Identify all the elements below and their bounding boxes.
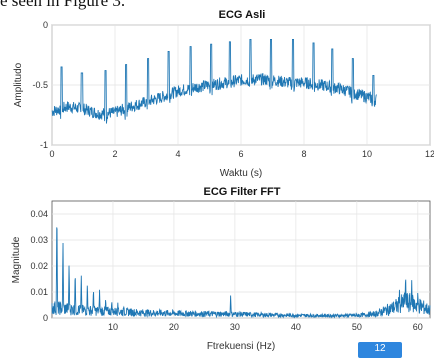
x-tick-label: 6 bbox=[238, 149, 243, 159]
x-tick-label: 10 bbox=[108, 322, 118, 332]
x-tick-label: 60 bbox=[413, 322, 423, 332]
y-tick-label: 0.02 bbox=[30, 261, 48, 271]
y-tick-label: 0 bbox=[43, 20, 48, 30]
chart-title: ECG Filter FFT bbox=[204, 186, 281, 198]
x-tick-label: 2 bbox=[112, 149, 117, 159]
plot-frame bbox=[51, 200, 431, 319]
y-tick-label: -1 bbox=[40, 140, 48, 150]
page-number-badge: 12 bbox=[358, 342, 402, 358]
ecg-signal-line bbox=[51, 38, 377, 124]
grid bbox=[52, 201, 430, 319]
y-tick-label: 0.01 bbox=[30, 287, 48, 297]
x-axis-label: Ftrekuensi (Hz) bbox=[207, 341, 275, 352]
y-ticks: -1 -0.5 0 bbox=[32, 20, 48, 150]
x-tick-label: 20 bbox=[169, 322, 179, 332]
x-tick-label: 0 bbox=[49, 149, 54, 159]
fft-magnitude-line bbox=[51, 227, 431, 319]
x-tick-label: 4 bbox=[175, 149, 180, 159]
x-tick-label: 50 bbox=[352, 322, 362, 332]
chart-ecg-asli: ECG Asli 0 2 4 6 8 10 12 -1 -0.5 0 Waktu (s) Amp… bbox=[13, 9, 434, 179]
x-ticks: 0 2 4 6 8 10 12 bbox=[49, 149, 434, 159]
y-tick-label: 0.03 bbox=[30, 235, 48, 245]
y-ticks: 0 0.01 0.02 0.03 0.04 bbox=[30, 209, 48, 323]
y-axis-label: Amplitudo bbox=[13, 62, 24, 107]
y-axis-label: Magnitude bbox=[11, 236, 22, 283]
chart-ecg-filter-fft: ECG Filter FFT 10 20 30 40 50 60 0 0.01 0.02 0.0… bbox=[11, 186, 431, 352]
x-ticks: 10 20 30 40 50 60 bbox=[108, 322, 423, 332]
chart-title: ECG Asli bbox=[219, 9, 266, 21]
y-tick-label: 0 bbox=[43, 313, 48, 323]
x-tick-label: 12 bbox=[425, 149, 434, 159]
x-tick-label: 30 bbox=[230, 322, 240, 332]
x-tick-label: 10 bbox=[362, 149, 372, 159]
y-tick-label: 0.04 bbox=[30, 209, 48, 219]
x-tick-label: 40 bbox=[291, 322, 301, 332]
y-tick-label: -0.5 bbox=[32, 80, 48, 90]
x-tick-label: 8 bbox=[301, 149, 306, 159]
x-axis-label: Waktu (s) bbox=[220, 168, 262, 179]
caption-fragment: e seen in Figure 3. bbox=[0, 0, 126, 10]
